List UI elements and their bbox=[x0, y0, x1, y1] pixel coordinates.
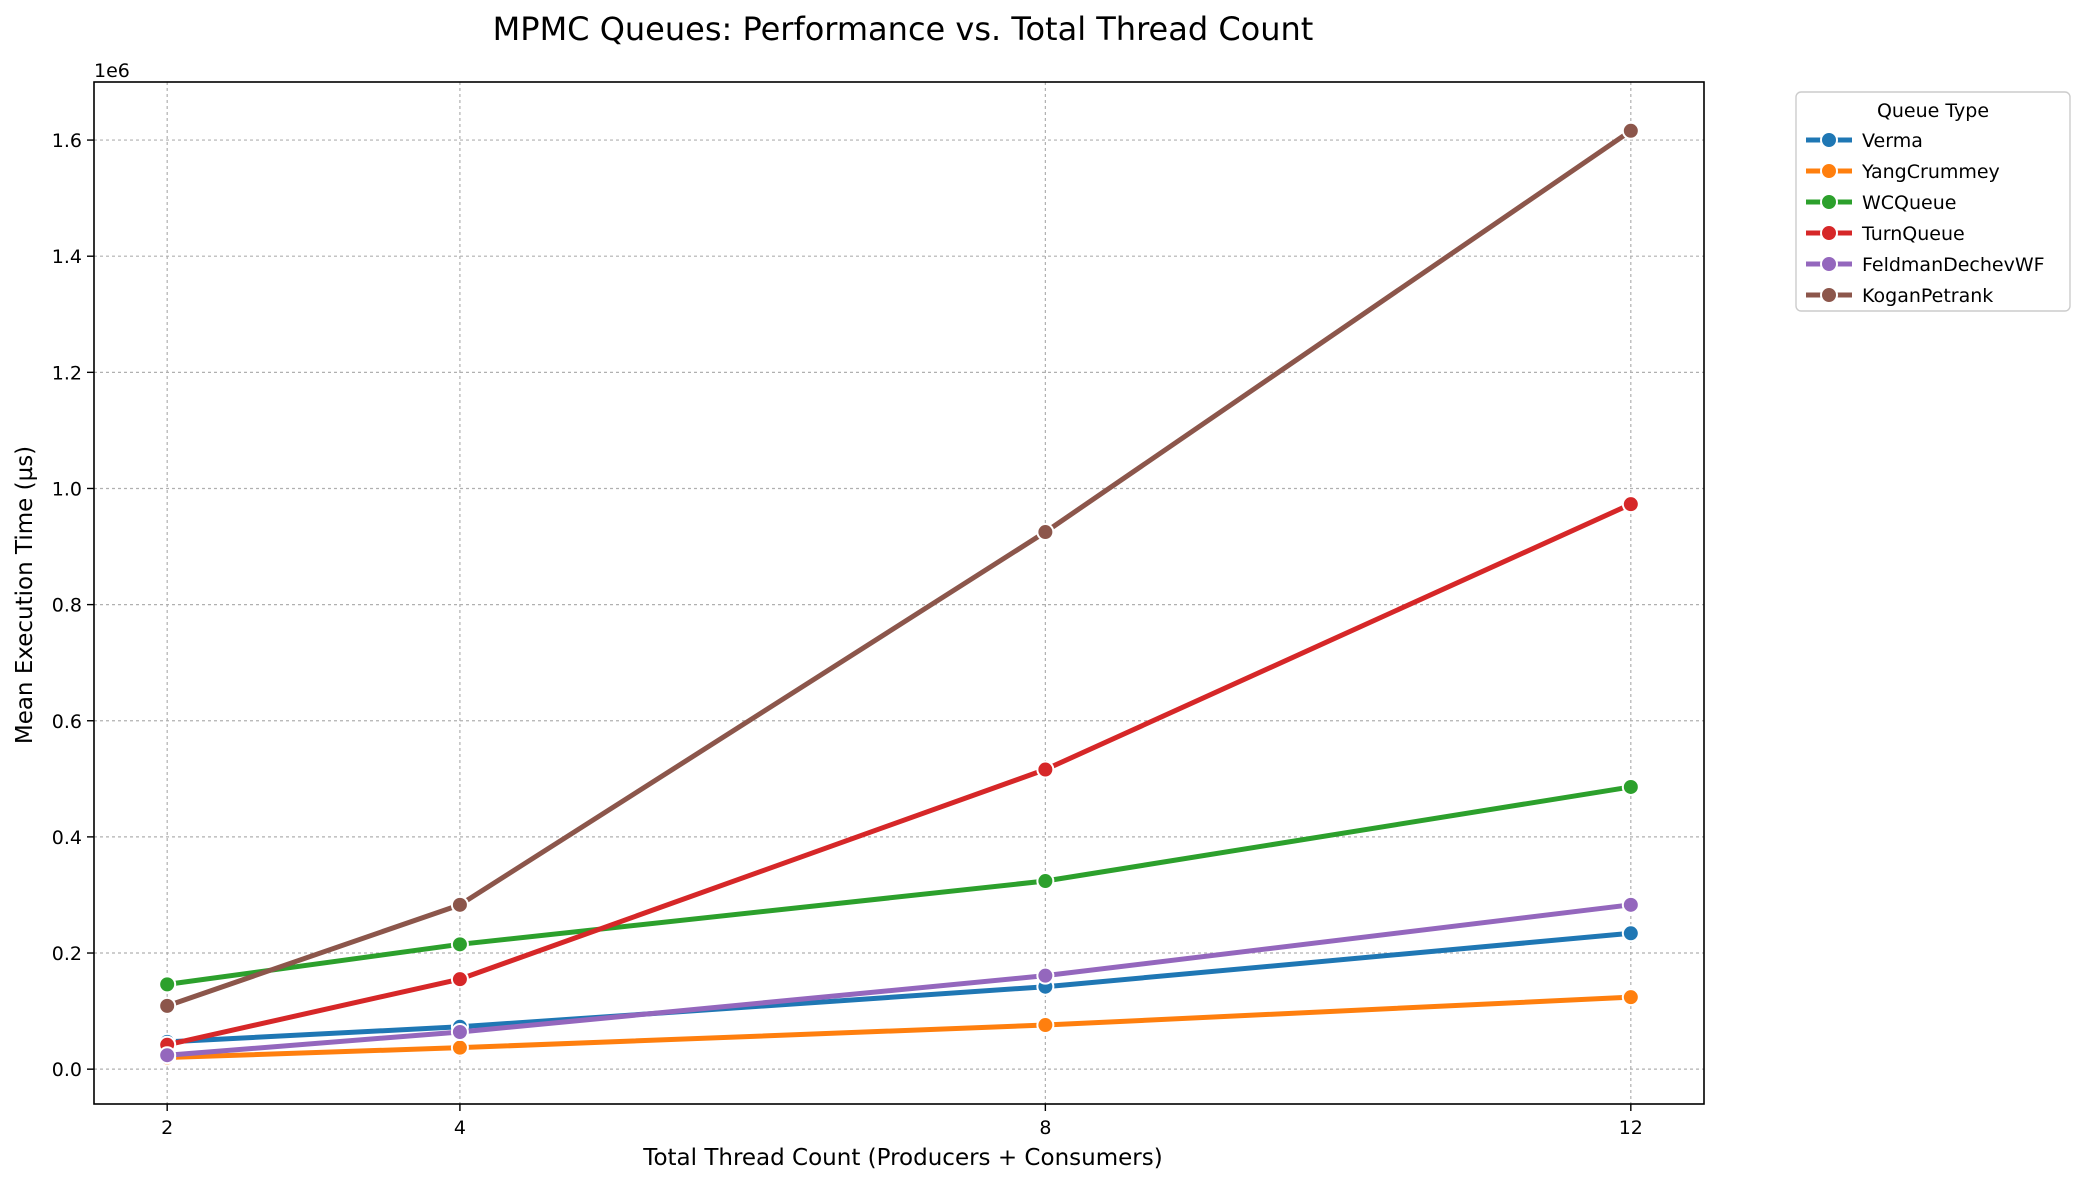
y-tick-label: 1.6 bbox=[52, 130, 82, 152]
series-feldmandechevwf bbox=[158, 895, 1640, 1065]
data-point-wcqueue bbox=[1621, 777, 1640, 796]
chart-title: MPMC Queues: Performance vs. Total Threa… bbox=[493, 10, 1314, 48]
y-tick-label: 0.2 bbox=[52, 943, 82, 965]
data-point-yangcrummey bbox=[450, 1038, 469, 1057]
y-tick-label: 0.6 bbox=[52, 711, 82, 733]
x-tick-label: 2 bbox=[161, 1117, 173, 1139]
legend-items: Verma YangCrummey WCQueue TurnQueue FeldmanD… bbox=[1806, 130, 2045, 307]
data-point-yangcrummey bbox=[1621, 988, 1640, 1007]
legend-item-verma: Verma bbox=[1806, 130, 1923, 152]
data-point-feldmandechevwf bbox=[1036, 966, 1055, 985]
y-tick-label: 0.0 bbox=[52, 1059, 82, 1081]
legend-label: Verma bbox=[1862, 130, 1923, 152]
data-point-wcqueue bbox=[158, 975, 177, 994]
y-tick-label: 1.4 bbox=[52, 246, 82, 268]
data-point-koganpetrank bbox=[450, 895, 469, 914]
series-yangcrummey bbox=[158, 988, 1640, 1067]
series-turnqueue bbox=[158, 495, 1640, 1054]
data-point-feldmandechevwf bbox=[1621, 895, 1640, 914]
series-line-verma bbox=[164, 930, 1634, 1045]
legend-label: YangCrummey bbox=[1861, 161, 2000, 183]
legend: Queue Type Verma YangCrummey WCQueue TurnQu… bbox=[1795, 91, 2071, 312]
x-axis-label: Total Thread Count (Producers + Consumer… bbox=[642, 1145, 1162, 1171]
y-offset-label: 1e6 bbox=[94, 60, 130, 82]
series-line-turnqueue bbox=[164, 501, 1634, 1048]
y-tick-label: 0.4 bbox=[52, 827, 82, 849]
y-axis-ticks: 0.0 0.2 0.4 0.6 0.8 1.0 1.2 1.4 1.6 bbox=[52, 130, 94, 1081]
legend-box bbox=[1795, 91, 2071, 312]
data-point-wcqueue bbox=[450, 935, 469, 954]
data-point-feldmandechevwf bbox=[158, 1046, 177, 1065]
series-line-yangcrummey bbox=[164, 994, 1634, 1061]
x-axis-ticks: 2 4 8 12 bbox=[161, 1104, 1643, 1139]
data-point-turnqueue bbox=[1621, 495, 1640, 514]
legend-item-koganpetrank: KoganPetrank bbox=[1806, 285, 1993, 307]
legend-swatch-marker bbox=[1820, 286, 1838, 304]
y-tick-label: 0.8 bbox=[52, 595, 82, 617]
y-tick-label: 1.2 bbox=[52, 362, 82, 384]
data-point-feldmandechevwf bbox=[450, 1022, 469, 1041]
legend-swatch-marker bbox=[1820, 131, 1838, 149]
legend-item-yangcrummey: YangCrummey bbox=[1806, 161, 2000, 183]
series-line-feldmandechevwf bbox=[164, 902, 1634, 1058]
series-layer bbox=[158, 121, 1640, 1067]
legend-swatch-marker bbox=[1820, 162, 1838, 180]
data-point-koganpetrank bbox=[1621, 121, 1640, 140]
data-point-wcqueue bbox=[1036, 872, 1055, 891]
x-tick-label: 8 bbox=[1039, 1117, 1051, 1139]
y-axis-label: Mean Execution Time (µs) bbox=[12, 446, 38, 744]
grid bbox=[94, 82, 1704, 1104]
data-point-turnqueue bbox=[450, 970, 469, 989]
data-point-koganpetrank bbox=[1036, 523, 1055, 542]
legend-item-feldmandechevwf: FeldmanDechevWF bbox=[1806, 254, 2045, 276]
x-tick-label: 4 bbox=[454, 1117, 466, 1139]
series-wcqueue bbox=[158, 777, 1640, 994]
legend-title: Queue Type bbox=[1877, 100, 1989, 122]
legend-swatch-marker bbox=[1820, 193, 1838, 211]
legend-item-turnqueue: TurnQueue bbox=[1806, 223, 1965, 245]
series-line-wcqueue bbox=[164, 784, 1634, 987]
legend-item-wcqueue: WCQueue bbox=[1806, 192, 1956, 214]
data-point-yangcrummey bbox=[1036, 1016, 1055, 1035]
legend-swatch-marker bbox=[1820, 224, 1838, 242]
y-tick-label: 1.0 bbox=[52, 478, 82, 500]
data-point-turnqueue bbox=[1036, 760, 1055, 779]
x-tick-label: 12 bbox=[1619, 1117, 1643, 1139]
data-point-verma bbox=[1621, 924, 1640, 943]
series-koganpetrank bbox=[158, 121, 1640, 1015]
data-point-koganpetrank bbox=[158, 996, 177, 1015]
legend-label: WCQueue bbox=[1862, 192, 1956, 214]
plot-frame bbox=[93, 81, 1705, 1105]
legend-label: FeldmanDechevWF bbox=[1862, 254, 2045, 276]
legend-label: TurnQueue bbox=[1861, 223, 1965, 245]
series-line-koganpetrank bbox=[164, 128, 1634, 1009]
legend-label: KoganPetrank bbox=[1862, 285, 1993, 307]
legend-swatch-marker bbox=[1820, 255, 1838, 273]
